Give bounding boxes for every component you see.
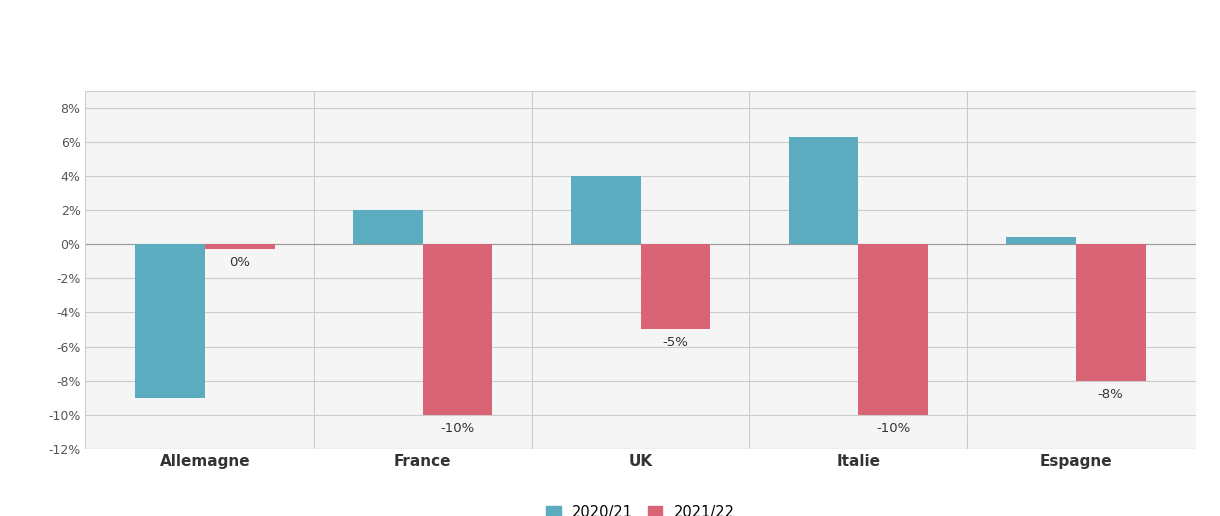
Text: -5%: -5%: [662, 336, 688, 349]
Bar: [788, 137, 858, 244]
Legend: 2020/21, 2021/22: 2020/21, 2021/22: [547, 506, 734, 516]
Text: -10%: -10%: [876, 422, 910, 434]
Bar: [1006, 237, 1076, 244]
Bar: [858, 244, 928, 415]
Bar: [640, 244, 710, 330]
Text: Evolution des Ventes de VP en EU (principaux marchés): Evolution des Ventes de VP en EU (princi…: [22, 26, 695, 47]
Bar: [135, 244, 205, 398]
Text: 0%: 0%: [229, 256, 250, 269]
Bar: [205, 244, 274, 249]
Text: -10%: -10%: [440, 422, 475, 434]
Bar: [1076, 244, 1146, 381]
Text: -8%: -8%: [1098, 388, 1124, 400]
Bar: [571, 176, 640, 244]
Bar: [85, 91, 1196, 449]
Bar: [353, 210, 423, 244]
Bar: [423, 244, 493, 415]
